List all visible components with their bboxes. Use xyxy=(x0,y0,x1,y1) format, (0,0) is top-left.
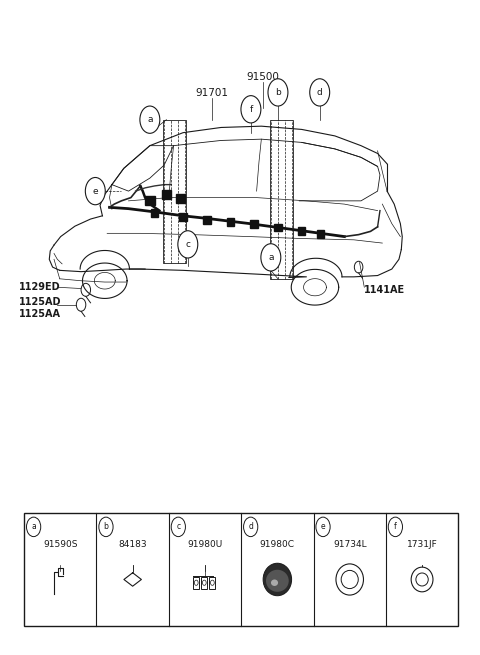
Circle shape xyxy=(243,517,258,536)
Bar xyxy=(209,577,216,589)
Ellipse shape xyxy=(271,580,278,586)
Text: 91734L: 91734L xyxy=(333,540,367,549)
Text: 91980C: 91980C xyxy=(260,540,295,549)
Bar xyxy=(24,513,458,626)
Bar xyxy=(151,210,158,217)
Bar xyxy=(163,120,186,263)
Bar xyxy=(274,223,282,231)
Circle shape xyxy=(85,178,105,205)
Circle shape xyxy=(310,79,330,106)
Circle shape xyxy=(268,79,288,106)
Text: f: f xyxy=(249,105,252,114)
Ellipse shape xyxy=(266,570,289,592)
Text: a: a xyxy=(31,523,36,531)
Bar xyxy=(176,195,185,204)
Text: 1129ED: 1129ED xyxy=(19,282,61,292)
Text: b: b xyxy=(104,523,108,531)
Bar xyxy=(193,577,199,589)
Text: b: b xyxy=(275,88,281,97)
Text: 1125AD: 1125AD xyxy=(19,297,62,307)
Bar xyxy=(145,196,155,206)
Text: e: e xyxy=(93,187,98,196)
Bar xyxy=(298,227,305,234)
Text: c: c xyxy=(185,240,190,249)
Text: d: d xyxy=(248,523,253,531)
Ellipse shape xyxy=(411,567,433,592)
Text: e: e xyxy=(321,523,325,531)
Text: 1141AE: 1141AE xyxy=(364,285,406,295)
Bar xyxy=(270,120,293,279)
Text: 1125AA: 1125AA xyxy=(19,309,61,319)
Bar xyxy=(203,215,211,223)
Bar xyxy=(317,230,324,238)
Circle shape xyxy=(241,96,261,123)
Text: d: d xyxy=(317,88,323,97)
Ellipse shape xyxy=(341,571,358,589)
Bar xyxy=(179,213,187,221)
Ellipse shape xyxy=(416,573,428,586)
Text: f: f xyxy=(394,523,397,531)
Bar xyxy=(227,217,234,225)
Circle shape xyxy=(140,106,160,134)
Text: a: a xyxy=(147,115,153,124)
Text: 91701: 91701 xyxy=(195,88,228,98)
Text: 84183: 84183 xyxy=(119,540,147,549)
Text: 91500: 91500 xyxy=(246,72,279,82)
Text: 1731JF: 1731JF xyxy=(407,540,437,549)
Circle shape xyxy=(171,517,185,536)
Bar xyxy=(251,220,258,228)
Ellipse shape xyxy=(336,564,363,595)
Circle shape xyxy=(316,517,330,536)
Circle shape xyxy=(388,517,403,536)
Text: a: a xyxy=(268,253,274,262)
Circle shape xyxy=(99,517,113,536)
Bar xyxy=(201,577,207,589)
Text: 91980U: 91980U xyxy=(187,540,223,549)
Circle shape xyxy=(178,231,198,258)
Bar xyxy=(162,190,171,199)
Text: 91590S: 91590S xyxy=(43,540,78,549)
Circle shape xyxy=(26,517,41,536)
Ellipse shape xyxy=(263,563,291,595)
Circle shape xyxy=(261,244,281,271)
Text: c: c xyxy=(176,523,180,531)
